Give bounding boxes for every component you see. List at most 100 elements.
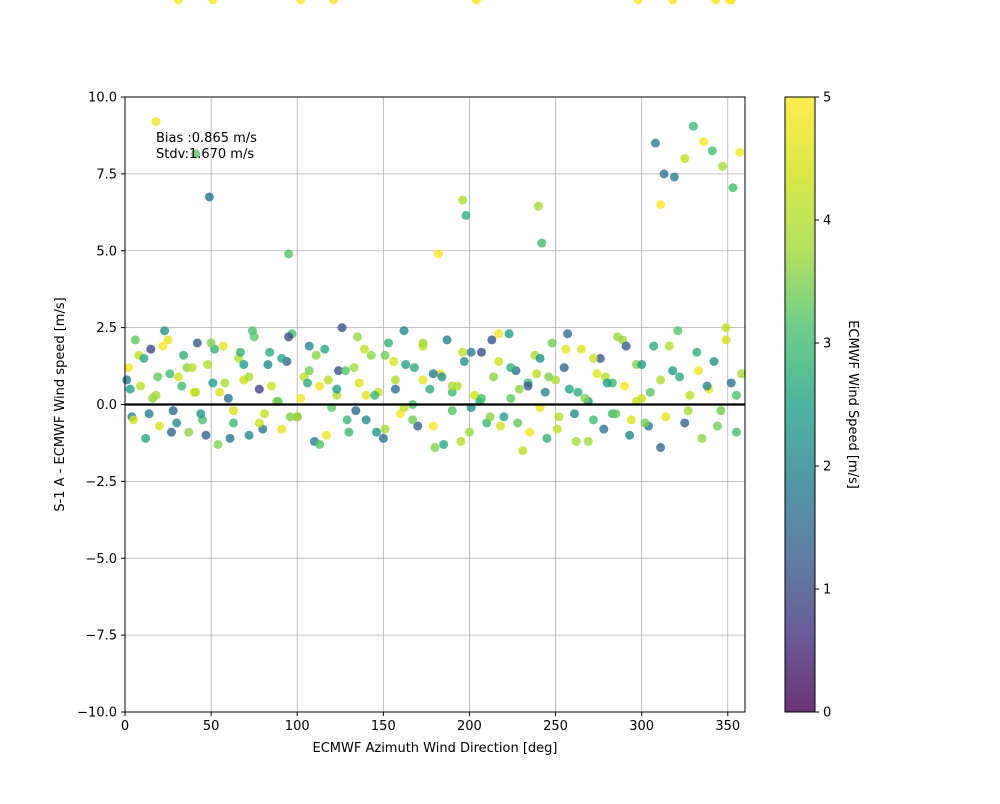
scatter-point — [588, 415, 598, 425]
scatter-point — [640, 418, 650, 428]
scatter-point — [573, 387, 583, 397]
scatter-point — [215, 387, 225, 397]
y-axis-ticks: −10.0 −7.5 −5.0 −2.5 0.0 2.5 5.0 7.5 10.0 — [77, 91, 125, 721]
scatter-point — [187, 363, 197, 373]
scatter-point — [459, 356, 469, 366]
scatter-point — [571, 436, 581, 446]
scatter-point — [172, 418, 182, 428]
scatter-point — [563, 329, 573, 339]
scatter-point — [447, 406, 457, 416]
scatter-point — [315, 439, 325, 449]
scatter-point — [349, 363, 359, 373]
colorbar-label: ECMWF Wind Speed [m/s] — [845, 320, 860, 489]
scatter-point — [592, 369, 602, 379]
colorbar-frame — [784, 96, 816, 713]
scatter-point — [697, 433, 707, 443]
colorbar-tick-label: 1 — [823, 583, 831, 598]
scatter-point — [737, 369, 747, 379]
scatter-point — [191, 149, 201, 159]
scatter-point — [499, 412, 509, 422]
scatter-point — [494, 356, 504, 366]
y-axis-label: S-1 A - ECMWF Wind speed [m/s] — [53, 297, 68, 511]
scatter-point — [179, 350, 189, 360]
scatter-point — [203, 360, 213, 370]
colorbar: 0 1 2 3 4 5 ECMWF Wind Speed [m/s] — [784, 91, 860, 721]
scatter-point — [163, 335, 173, 345]
scatter-point — [711, 0, 721, 5]
scatter-point — [332, 390, 342, 400]
scatter-point — [148, 393, 158, 403]
scatter-point — [390, 375, 400, 385]
scatter-point — [731, 390, 741, 400]
scatter-point — [718, 161, 728, 171]
scatter-point — [284, 332, 294, 342]
scatter-point — [401, 360, 411, 370]
scatter-point — [554, 412, 564, 422]
scatter-point — [168, 406, 178, 416]
scatter-point — [633, 0, 643, 5]
bias-annotation: Bias :0.865 m/s — [156, 131, 257, 146]
scatter-point — [208, 0, 218, 5]
scatter-point — [699, 137, 709, 147]
scatter-point — [418, 338, 428, 348]
scatter-point — [213, 439, 223, 449]
scatter-point — [668, 366, 678, 376]
scatter-point — [158, 341, 168, 351]
scatter-point — [413, 421, 423, 431]
scatter-point — [260, 409, 269, 419]
scatter-point — [151, 117, 161, 127]
scatter-point — [361, 390, 371, 400]
scatter-point — [311, 350, 321, 360]
scatter-point — [504, 329, 514, 339]
scatter-point — [433, 249, 443, 259]
y-tick-label: 5.0 — [96, 244, 117, 259]
scatter-point — [322, 430, 331, 440]
scatter-point — [292, 412, 302, 422]
scatter-point — [625, 430, 635, 440]
scatter-point — [561, 344, 571, 354]
x-tick-label: 0 — [121, 719, 129, 734]
scatter-point — [266, 381, 276, 391]
scatter-point — [680, 154, 690, 163]
scatter-point — [229, 418, 238, 428]
scatter-point — [494, 329, 504, 339]
scatter-point — [726, 378, 736, 388]
scatter-point — [340, 366, 350, 376]
y-tick-label: 10.0 — [88, 91, 117, 106]
scatter-point — [707, 146, 717, 156]
scatter-point — [688, 121, 698, 131]
scatter-point — [167, 427, 176, 437]
scatter-point — [304, 341, 314, 351]
scatter-point — [430, 443, 440, 453]
scatter-point — [602, 378, 612, 388]
scatter-point — [130, 335, 140, 345]
scatter-point — [235, 347, 245, 357]
scatter-point — [709, 356, 719, 366]
scatter-point — [439, 439, 449, 449]
scatter-point — [619, 381, 629, 391]
scatter-point — [731, 427, 741, 437]
scatter-point — [542, 433, 552, 443]
scatter-point — [712, 421, 722, 431]
scatter-point — [659, 169, 669, 179]
scatter-point — [225, 433, 235, 443]
y-tick-label: 7.5 — [96, 167, 117, 182]
scatter-point — [551, 375, 561, 385]
scatter-point — [683, 406, 693, 416]
scatter-point — [680, 418, 690, 428]
scatter-point — [206, 338, 216, 348]
scatter-point — [344, 427, 354, 437]
scatter-point — [265, 347, 275, 357]
scatter-point — [728, 183, 738, 193]
y-tick-label: −2.5 — [85, 475, 117, 490]
y-tick-label: −5.0 — [85, 552, 117, 567]
scatter-point — [552, 424, 562, 434]
scatter-point — [583, 436, 593, 446]
scatter-point — [304, 366, 314, 376]
x-tick-label: 50 — [203, 719, 220, 734]
scatter-point — [129, 415, 139, 425]
scatter-point — [470, 390, 480, 400]
x-tick-label: 150 — [371, 719, 396, 734]
colorbar-ticks: 0 1 2 3 4 5 — [815, 91, 831, 721]
scatter-point — [204, 192, 214, 202]
